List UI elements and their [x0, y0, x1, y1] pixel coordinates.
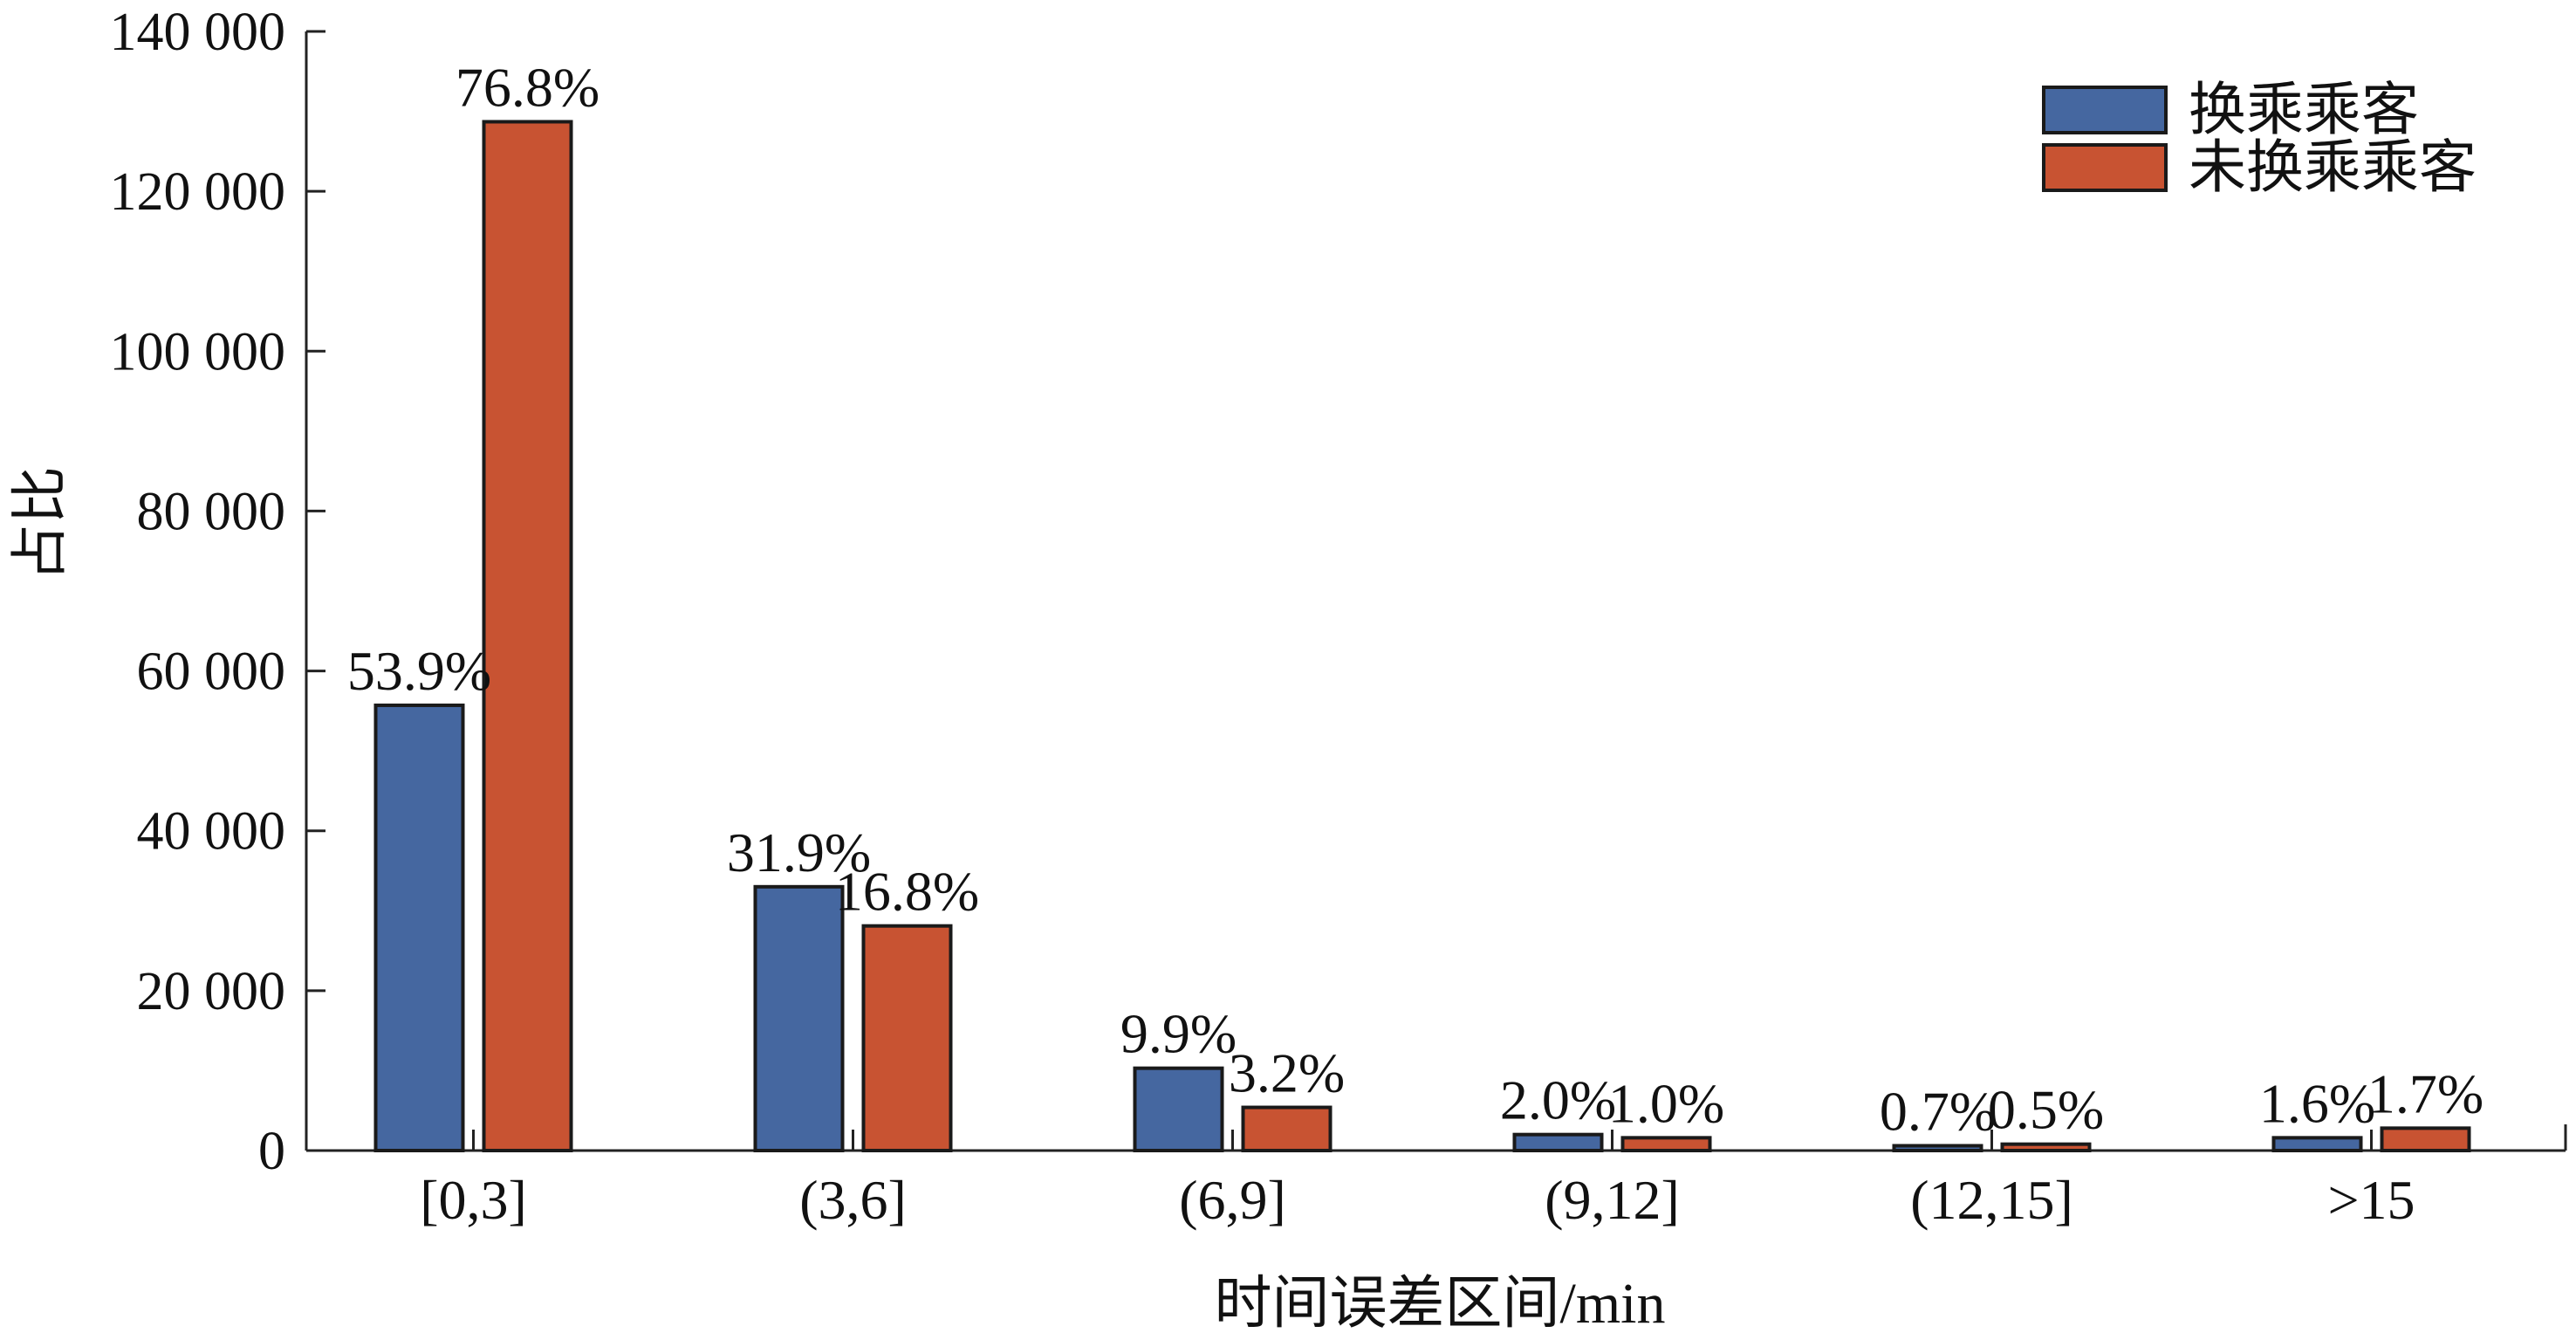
x-tick-label: >15	[2327, 1169, 2415, 1231]
data-label: 53.9%	[347, 640, 491, 702]
bar-transfer	[1892, 1144, 1983, 1153]
legend-swatch	[2042, 86, 2168, 134]
legend-swatch	[2042, 143, 2168, 192]
x-axis-title: 时间误差区间/min	[1214, 1272, 1665, 1333]
data-labels: 53.9% 76.8% 31.9%16.8% 9.9%3.2% 2.0%1.0% 0.7%…	[347, 56, 2484, 1142]
y-axis: 0 20 000 40 000 60 000 80 000 100 000 120 000 1…	[110, 3, 325, 1181]
bars	[373, 120, 2471, 1153]
bar-transfer	[753, 884, 845, 1152]
data-label: 76.8%	[456, 56, 599, 118]
y-tick-label: 60 000	[137, 642, 286, 702]
bar-non-transfer	[2000, 1142, 2092, 1153]
data-label: 0.7%	[1880, 1081, 1996, 1143]
bar-non-transfer	[2380, 1126, 2471, 1152]
y-tick-label: 140 000	[110, 3, 286, 62]
data-label: 2.0%	[1500, 1069, 1616, 1131]
data-label: 1.7%	[2367, 1062, 2484, 1124]
y-tick-label: 40 000	[137, 802, 286, 862]
bar-non-transfer	[1620, 1136, 1712, 1152]
data-label: 3.2%	[1229, 1042, 1345, 1104]
data-label: 9.9%	[1120, 1003, 1237, 1065]
x-tick-label: (3,6]	[799, 1169, 907, 1231]
data-label: 1.0%	[1608, 1072, 1724, 1134]
data-label: 16.8%	[835, 861, 979, 923]
bar-non-transfer	[861, 924, 953, 1153]
x-tick-label: (6,9]	[1179, 1169, 1286, 1231]
legend-label: 换乘乘客	[2189, 79, 2419, 142]
y-axis-title: 占比	[9, 466, 72, 581]
x-tick-label: (9,12]	[1545, 1169, 1680, 1231]
data-label: 0.5%	[1988, 1079, 2104, 1141]
bar-transfer	[2271, 1136, 2363, 1152]
y-tick-label: 100 000	[110, 322, 286, 381]
legend-label: 未换乘乘客	[2189, 136, 2477, 200]
bar-transfer	[1133, 1066, 1224, 1152]
x-tick-label: (12,15]	[1910, 1169, 2073, 1231]
y-tick-label: 20 000	[137, 962, 286, 1021]
x-axis: [0,3] (3,6] (6,9] (9,12] (12,15] >15	[306, 1124, 2567, 1231]
y-tick-label: 80 000	[137, 482, 286, 541]
bar-non-transfer	[482, 120, 573, 1152]
data-label: 1.6%	[2259, 1072, 2375, 1134]
bar-transfer	[373, 703, 465, 1152]
y-tick-label: 0	[258, 1122, 285, 1181]
y-tick-label: 120 000	[110, 162, 286, 222]
data-label: 31.9%	[727, 821, 871, 883]
bar-transfer	[1512, 1132, 1604, 1152]
bar-non-transfer	[1241, 1105, 1333, 1152]
x-tick-label: [0,3]	[420, 1169, 527, 1231]
